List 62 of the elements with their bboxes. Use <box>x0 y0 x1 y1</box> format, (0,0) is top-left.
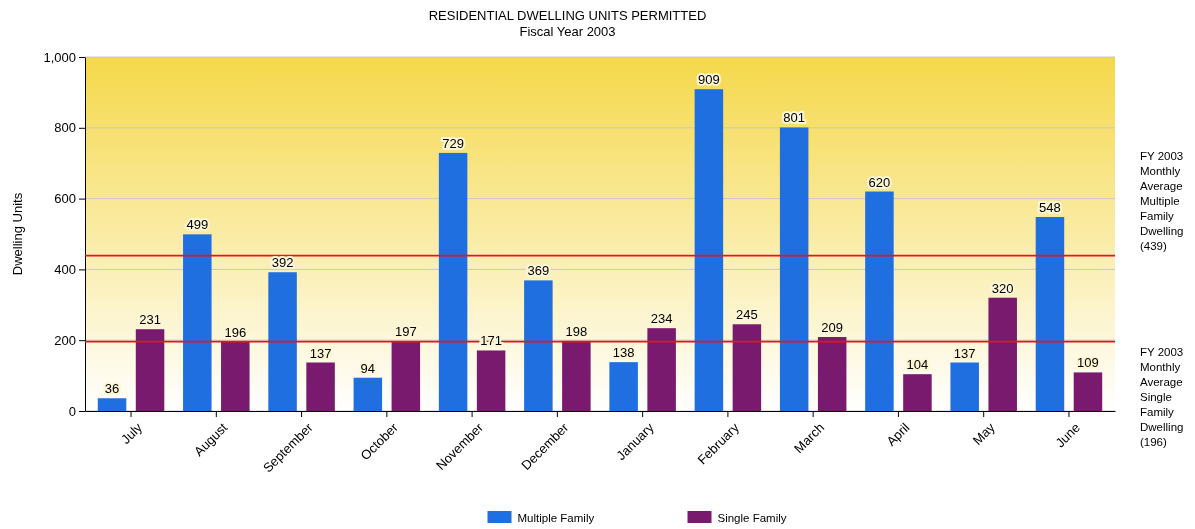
chart-subtitle: Fiscal Year 2003 <box>519 24 616 39</box>
data-label: 209 <box>821 320 844 336</box>
bar <box>694 89 724 411</box>
data-label: 137 <box>309 345 332 361</box>
bar <box>183 234 212 411</box>
legend-label: Multiple Family <box>517 512 595 524</box>
y-tick-label: 0 <box>68 403 76 419</box>
bar <box>476 350 506 411</box>
data-label: 109 <box>1077 355 1099 371</box>
bar <box>988 297 1017 411</box>
bar <box>306 362 335 411</box>
bar <box>779 127 809 411</box>
bar <box>438 152 468 411</box>
y-axis-title: Dwelling Units <box>10 192 25 276</box>
y-tick-label: 1,000 <box>43 49 76 65</box>
bar <box>391 341 421 411</box>
bar <box>97 398 127 411</box>
y-tick-label: 600 <box>54 191 76 207</box>
data-label: 234 <box>650 311 673 327</box>
x-tick-label: May <box>969 419 999 448</box>
data-label: 231 <box>139 312 161 328</box>
bar <box>353 377 383 411</box>
bar <box>609 362 638 411</box>
data-label: 909 <box>698 72 720 88</box>
data-label: 620 <box>868 174 891 190</box>
bar <box>221 341 250 411</box>
y-tick-label: 200 <box>54 332 76 348</box>
data-label: 36 <box>104 381 120 397</box>
data-label: 197 <box>394 324 417 340</box>
data-label: 499 <box>186 217 209 233</box>
bar <box>562 340 591 411</box>
legend-label: Single Family <box>717 512 787 524</box>
bar <box>865 191 894 411</box>
data-label: 729 <box>442 135 464 151</box>
data-label: 320 <box>991 280 1014 296</box>
data-label: 104 <box>906 357 929 373</box>
bar <box>817 337 847 411</box>
bar <box>732 324 762 411</box>
data-label: 801 <box>783 110 806 126</box>
x-tick-label: July <box>118 419 146 447</box>
y-tick-label: 400 <box>54 262 76 278</box>
bar <box>647 328 676 411</box>
y-tick-label: 800 <box>54 120 76 136</box>
data-label: 245 <box>736 307 758 323</box>
data-label: 94 <box>360 360 376 376</box>
bar <box>950 362 979 411</box>
bar <box>903 374 932 411</box>
bar <box>268 272 297 411</box>
data-label: 198 <box>565 323 588 339</box>
bar <box>524 280 553 411</box>
data-label: 196 <box>224 324 247 340</box>
ref-line-label: FY 2003 Monthly Average Multiple Family Dwelling (439) <box>1140 149 1184 252</box>
bar <box>1073 372 1103 411</box>
data-label: 392 <box>271 255 294 271</box>
data-label: 137 <box>953 345 976 361</box>
data-label: 548 <box>1039 200 1061 216</box>
chart-title: RESIDENTIAL DWELLING UNITS PERMITTED <box>428 8 707 23</box>
bar <box>1035 217 1065 411</box>
ref-line-label: FY 2003 Monthly Average Single Family Dwelling (196) <box>1140 345 1184 448</box>
data-label: 138 <box>612 345 635 361</box>
data-label: 369 <box>527 263 550 279</box>
bar <box>135 329 165 411</box>
